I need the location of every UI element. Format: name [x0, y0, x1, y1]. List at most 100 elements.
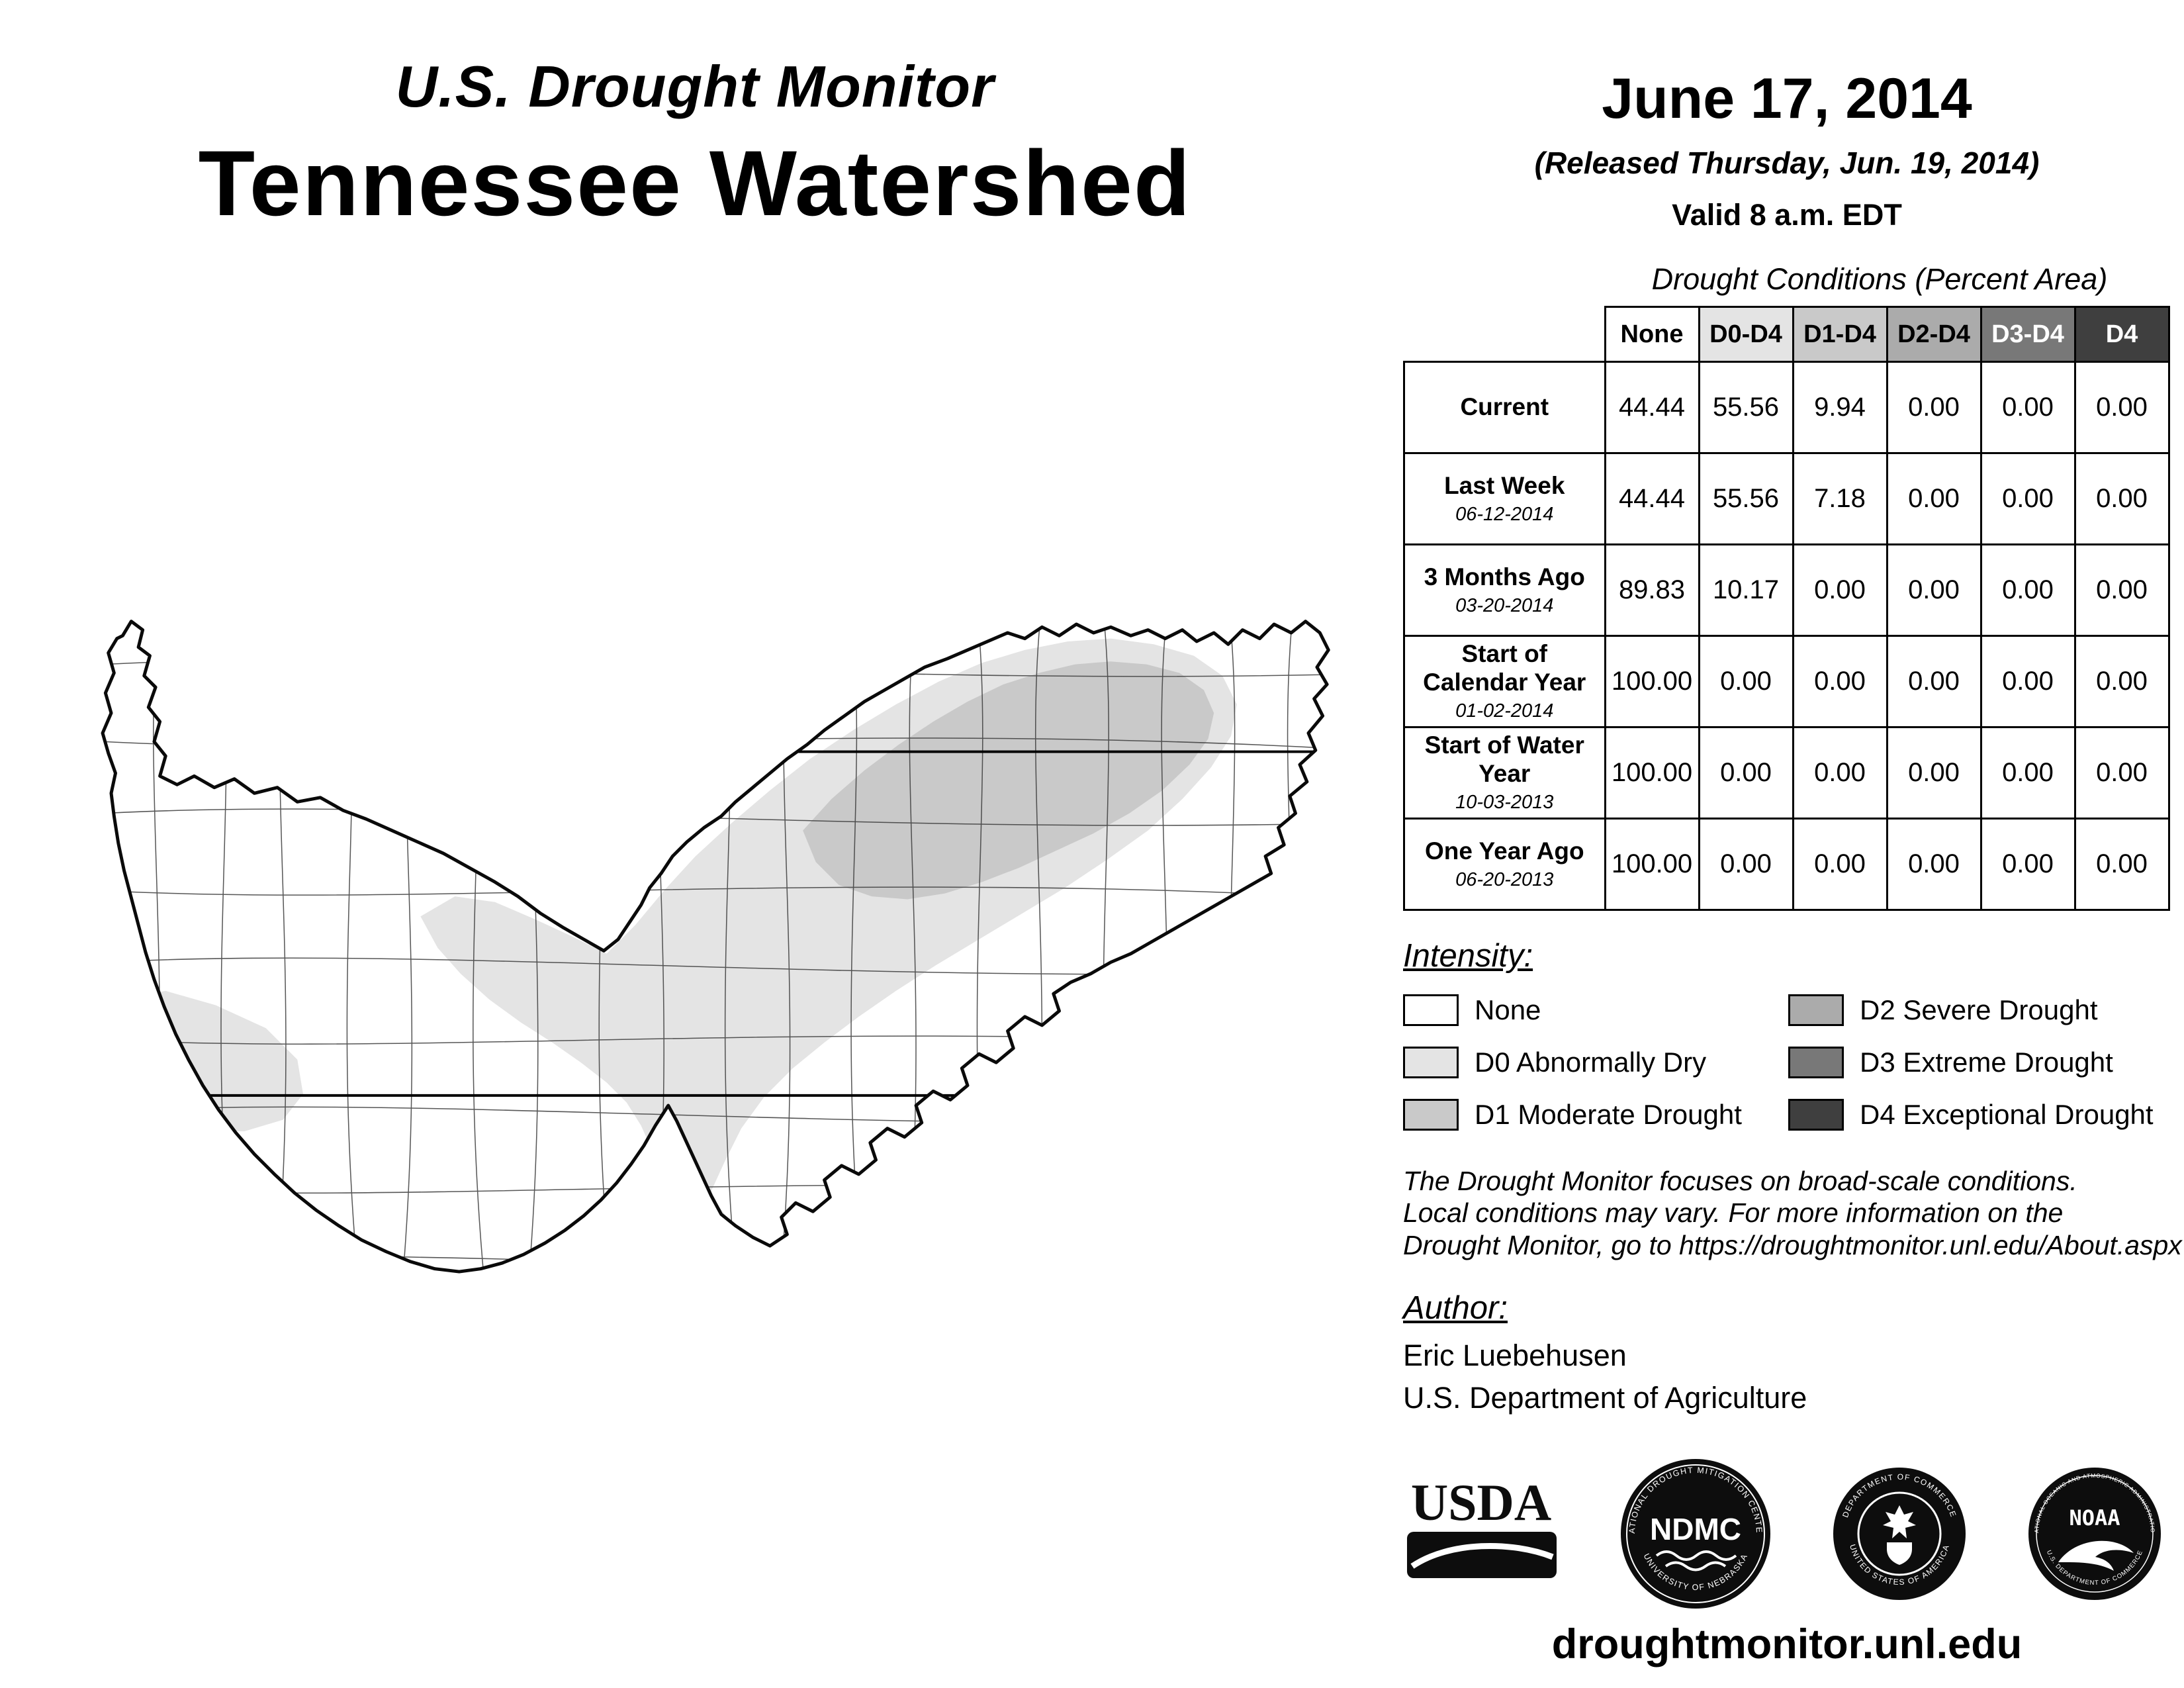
- legend-item-none: None: [1403, 984, 1788, 1036]
- usda-logo: USDA: [1407, 1476, 1557, 1578]
- table-cell: 9.94: [1792, 361, 1888, 454]
- noaa-bird-emblem: [2058, 1540, 2134, 1571]
- column-header-d1d4: D1-D4: [1792, 306, 1888, 363]
- usda-logo-text: USDA: [1411, 1476, 1551, 1531]
- drought-conditions-table: None D0-D4 D1-D4 D2-D4 D3-D4 D4 Current …: [1403, 306, 2170, 911]
- column-header-d4: D4: [2073, 306, 2170, 363]
- table-cell: 0.00: [2073, 452, 2170, 545]
- legend-swatch-none: [1403, 994, 1459, 1026]
- table-cell: 44.44: [1604, 361, 1700, 454]
- table-cell: 0.00: [1792, 726, 1888, 820]
- legend-item-d2: D2 Severe Drought: [1788, 984, 2164, 1036]
- table-row-current: Current 44.44 55.56 9.94 0.00 0.00 0.00: [1403, 361, 2170, 454]
- ndmc-logo: NATIONAL DROUGHT MITIGATION CENTER UNIVE…: [1618, 1456, 1770, 1609]
- column-header-d3d4: D3-D4: [1979, 306, 2076, 363]
- table-corner-cell: [1404, 307, 1606, 362]
- table-cell: 0.00: [2073, 635, 2170, 728]
- table-cell: 0.00: [2073, 818, 2170, 911]
- row-date: 06-12-2014: [1455, 504, 1554, 526]
- legend-item-d1: D1 Moderate Drought: [1403, 1088, 1788, 1141]
- table-cell: 0.00: [2073, 543, 2170, 637]
- disclaimer-line: Local conditions may vary. For more info…: [1403, 1197, 2064, 1229]
- table-cell: 0.00: [1979, 818, 2076, 911]
- column-header-d0d4: D0-D4: [1698, 306, 1794, 363]
- legend-swatch-d0: [1403, 1046, 1459, 1078]
- legend-item-d4: D4 Exceptional Drought: [1788, 1088, 2164, 1141]
- legend-label: D4 Exceptional Drought: [1860, 1098, 2154, 1130]
- table-cell: 0.00: [1979, 726, 2076, 820]
- commerce-logo: DEPARTMENT OF COMMERCE UNITED STATES OF …: [1833, 1468, 1966, 1600]
- valid-time: Valid 8 a.m. EDT: [1672, 198, 1902, 232]
- table-row-last-week: Last Week 06-12-2014 44.44 55.56 7.18 0.…: [1403, 452, 2170, 545]
- table-cell: 55.56: [1698, 361, 1794, 454]
- row-date: 06-20-2013: [1455, 869, 1554, 891]
- table-cell: 10.17: [1698, 543, 1794, 637]
- legend-swatch-d3: [1788, 1046, 1844, 1078]
- legend-swatch-d1: [1403, 1098, 1459, 1131]
- row-date: 01-02-2014: [1455, 700, 1554, 722]
- table-cell: 44.44: [1604, 452, 1700, 545]
- table-cell: 0.00: [1792, 543, 1888, 637]
- disclaimer-line: The Drought Monitor focuses on broad-sca…: [1403, 1166, 2077, 1196]
- row-label: Last Week: [1444, 471, 1565, 499]
- row-date: 03-20-2014: [1455, 595, 1554, 617]
- author-organization: U.S. Department of Agriculture: [1403, 1381, 1807, 1415]
- legend-swatch-d2: [1788, 994, 1844, 1026]
- legend-item-d3: D3 Extreme Drought: [1788, 1036, 2164, 1088]
- table-cell: 89.83: [1604, 543, 1700, 637]
- disclaimer-text: The Drought Monitor focuses on broad-sca…: [1403, 1165, 2182, 1261]
- commerce-eagle-emblem: [1883, 1505, 1916, 1538]
- table-cell: 0.00: [1886, 726, 1982, 820]
- table-cell: 0.00: [1979, 543, 2076, 637]
- agency-logos: USDA NATIONAL DROUGHT MITIGATION CENTER …: [1403, 1451, 2164, 1617]
- table-header-row: None D0-D4 D1-D4 D2-D4 D3-D4 D4: [1404, 306, 2170, 363]
- legend-label: D0 Abnormally Dry: [1475, 1046, 1707, 1078]
- table-cell: 0.00: [2073, 726, 2170, 820]
- column-header-none: None: [1604, 306, 1700, 363]
- map-d1-region: [803, 661, 1214, 900]
- table-cell: 0.00: [1979, 452, 2076, 545]
- table-cell: 0.00: [1886, 543, 1982, 637]
- ndmc-logo-text: NDMC: [1650, 1512, 1741, 1546]
- table-cell: 0.00: [1886, 818, 1982, 911]
- noaa-logo-text: NOAA: [2069, 1505, 2120, 1530]
- intensity-legend: None D0 Abnormally Dry D1 Moderate Droug…: [1403, 984, 2164, 1141]
- watershed-outline: [101, 620, 1330, 1274]
- table-cell: 0.00: [1886, 635, 1982, 728]
- watershed-map: [101, 620, 1330, 1274]
- disclaimer-line: Drought Monitor, go to https://droughtmo…: [1403, 1229, 2182, 1260]
- table-cell: 7.18: [1792, 452, 1888, 545]
- table-cell: 0.00: [1979, 635, 2076, 728]
- table-cell: 0.00: [1698, 818, 1794, 911]
- table-cell: 55.56: [1698, 452, 1794, 545]
- report-date: June 17, 2014: [1602, 67, 1972, 130]
- title-block: U.S. Drought Monitor Tennessee Watershed: [159, 53, 1231, 237]
- table-title: Drought Conditions (Percent Area): [1651, 262, 2108, 296]
- column-header-d2d4: D2-D4: [1886, 306, 1982, 363]
- table-cell: 0.00: [1886, 361, 1982, 454]
- date-block: June 17, 2014 (Released Thursday, Jun. 1…: [1416, 66, 2158, 232]
- row-label: Start of Calendar Year: [1423, 640, 1586, 696]
- table-row-start-water-year: Start of Water Year 10-03-2013 100.00 0.…: [1403, 726, 2170, 820]
- noaa-logo: NATIONAL OCEANIC AND ATMOSPHERIC ADMINIS…: [2025, 1464, 2161, 1600]
- intensity-title: Intensity:: [1403, 938, 1533, 974]
- author-name: Eric Luebehusen: [1403, 1338, 1627, 1372]
- row-date: 10-03-2013: [1455, 792, 1554, 814]
- row-label: One Year Ago: [1424, 837, 1584, 865]
- legend-label: D3 Extreme Drought: [1860, 1046, 2113, 1078]
- row-label: Start of Water Year: [1424, 731, 1584, 787]
- legend-item-d0: D0 Abnormally Dry: [1403, 1036, 1788, 1088]
- row-label: Current: [1460, 393, 1549, 421]
- table-cell: 100.00: [1604, 818, 1700, 911]
- legend-label: None: [1475, 994, 1541, 1025]
- table-cell: 0.00: [1792, 635, 1888, 728]
- author-title: Author:: [1403, 1290, 1508, 1326]
- legend-swatch-d4: [1788, 1098, 1844, 1131]
- table-row-start-calendar-year: Start of Calendar Year 01-02-2014 100.00…: [1403, 635, 2170, 728]
- site-url: droughtmonitor.unl.edu: [1551, 1621, 2023, 1667]
- table-cell: 0.00: [1886, 452, 1982, 545]
- legend-label: D1 Moderate Drought: [1475, 1098, 1742, 1130]
- table-cell: 0.00: [1698, 726, 1794, 820]
- table-cell: 100.00: [1604, 726, 1700, 820]
- page-title: Tennessee Watershed: [198, 131, 1192, 235]
